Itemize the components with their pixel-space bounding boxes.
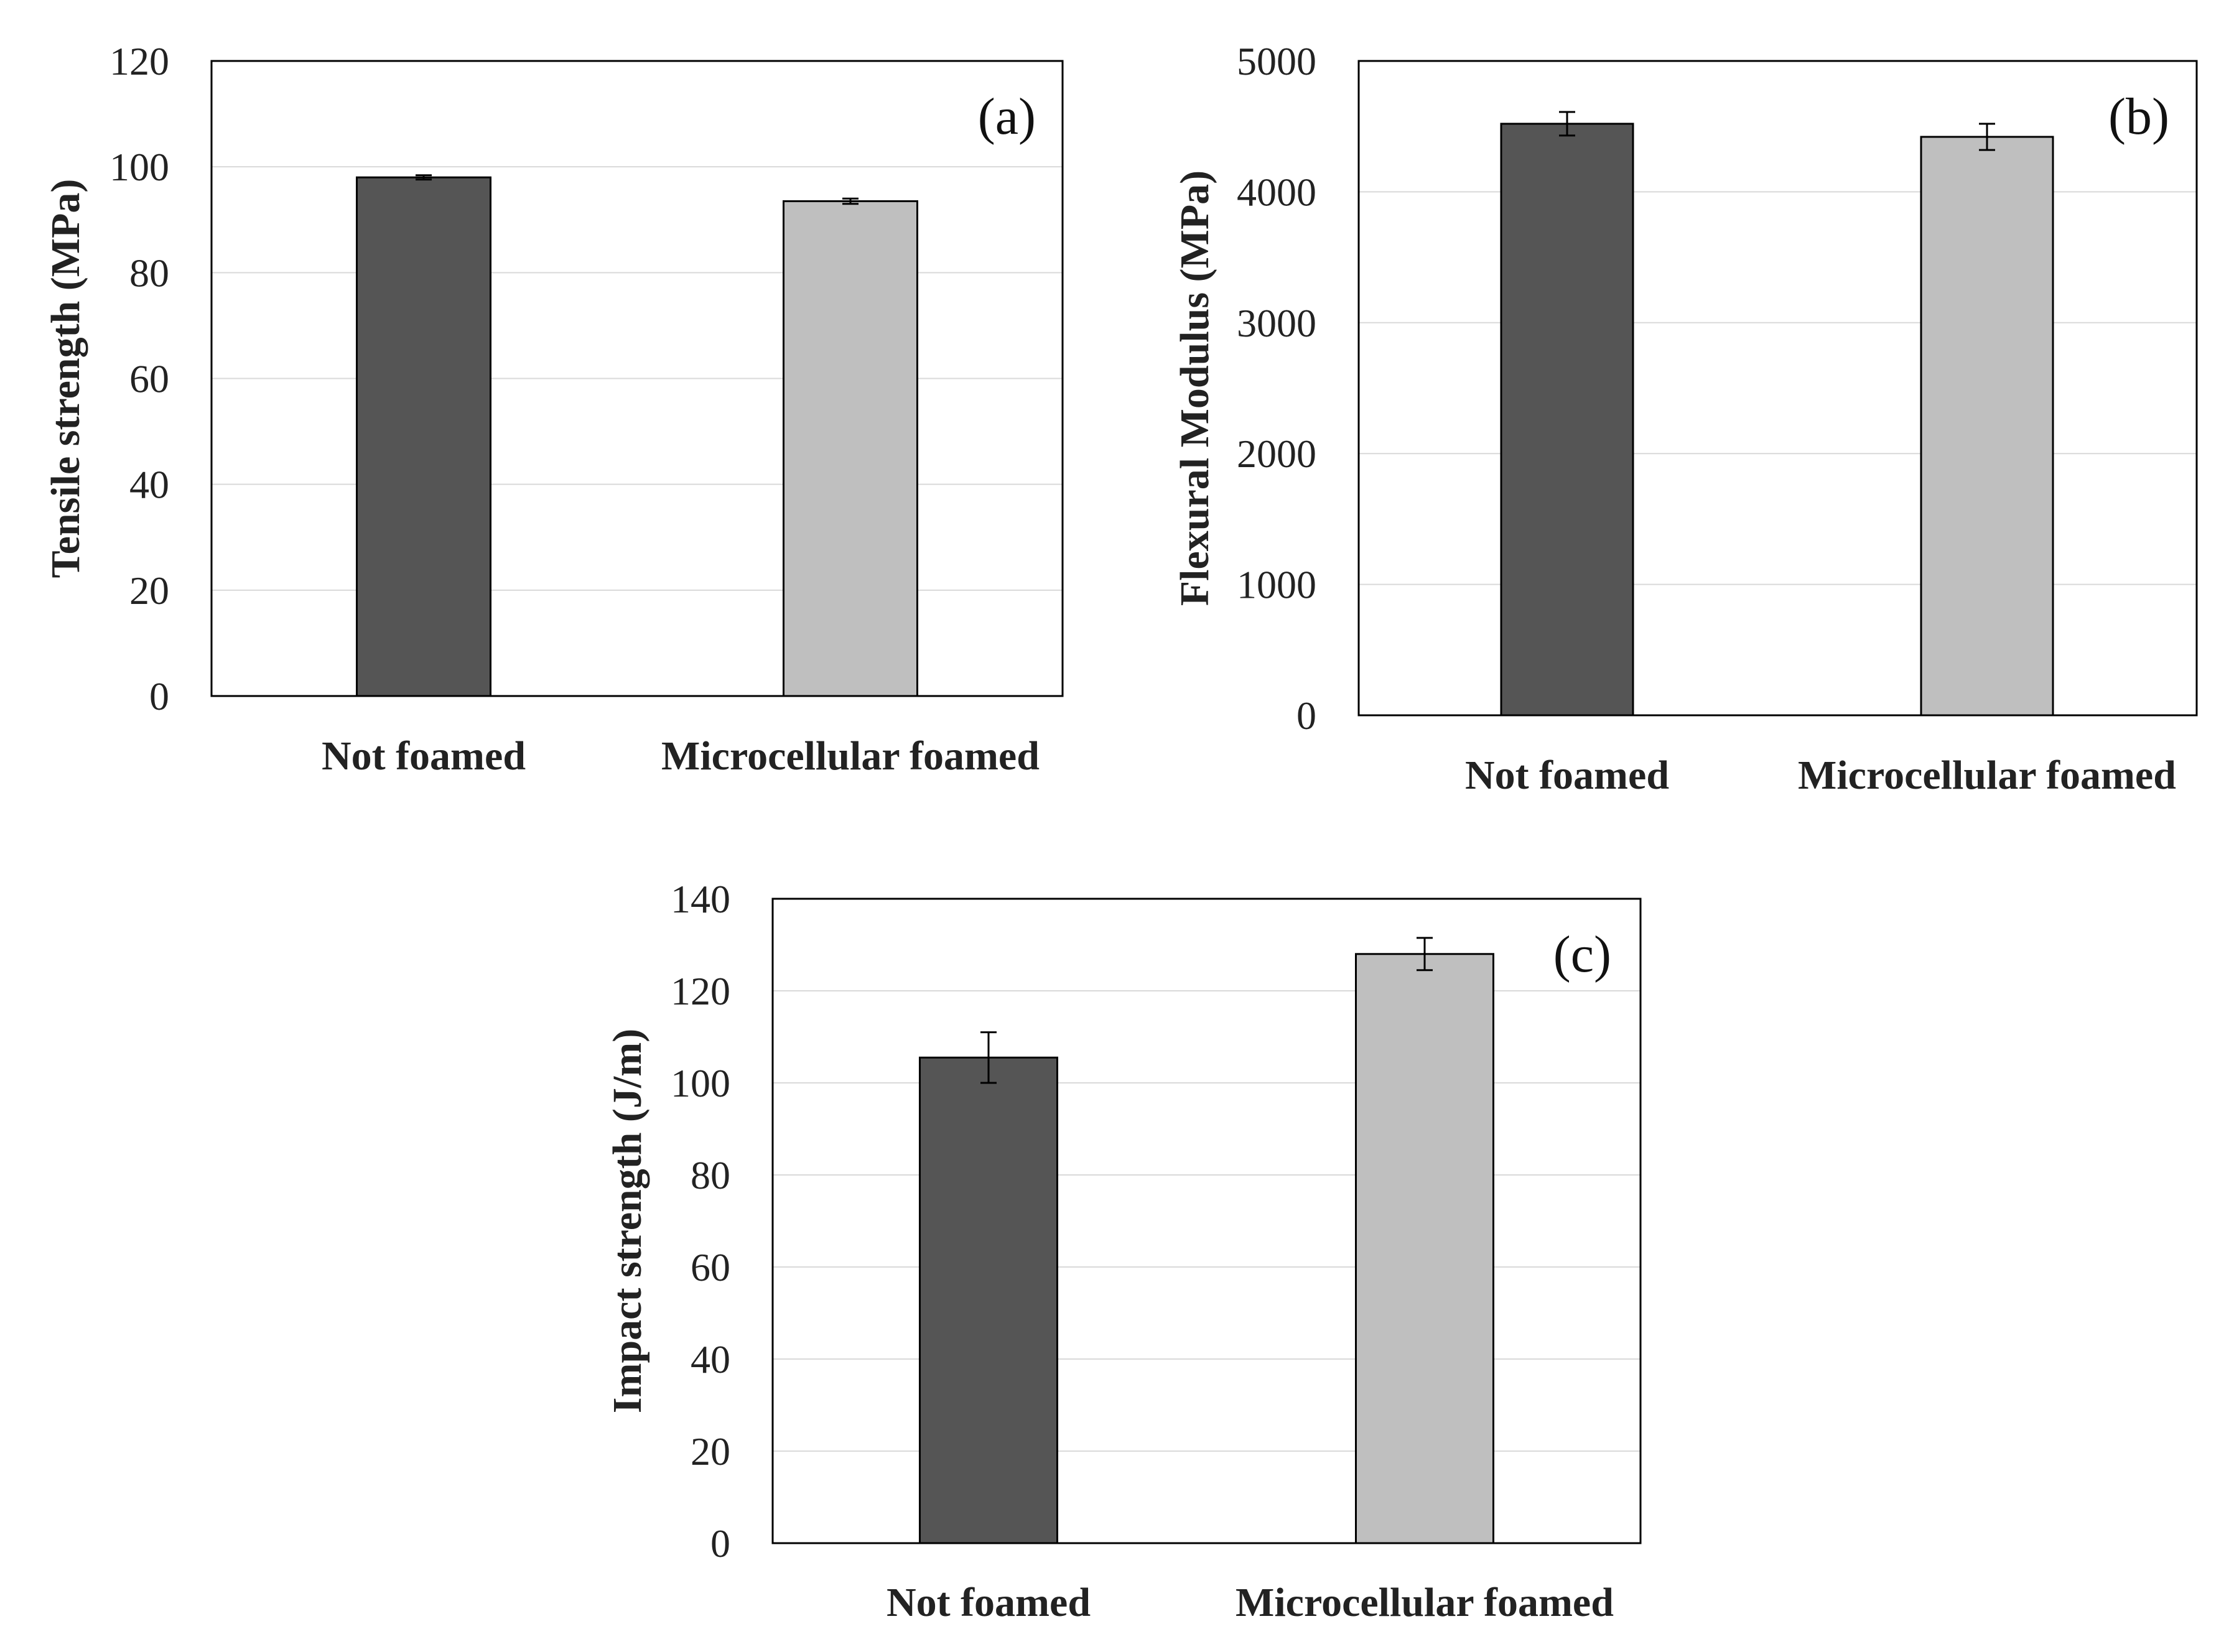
- bar-not-foamed: [1500, 123, 1634, 717]
- bar-not-foamed: [919, 1056, 1058, 1544]
- y-tick-label: 80: [129, 251, 169, 295]
- plot-frame: [210, 60, 1064, 697]
- y-axis-title: Tensile strength (MPa): [43, 179, 88, 578]
- plot-frame: [1357, 60, 2198, 717]
- category-label: Microcellular foamed: [1236, 1580, 1614, 1625]
- y-tick-label: 20: [691, 1429, 730, 1473]
- bar-microcellular-foamed: [1355, 953, 1494, 1544]
- panel-a-tensile-strength: 0 20 40 60 80 100 120 Not foamed Microcellular f…: [43, 39, 1064, 779]
- y-tick-label: 40: [129, 463, 169, 507]
- panel-label: (a): [978, 88, 1036, 146]
- y-tick-label: 5000: [1237, 39, 1316, 83]
- plot-frame: [771, 898, 1642, 1544]
- y-tick-label: 80: [691, 1153, 730, 1197]
- y-tick-label: 0: [1296, 694, 1316, 738]
- panel-label: (c): [1553, 926, 1611, 983]
- y-tick-label: 100: [671, 1061, 730, 1105]
- y-tick-label: 120: [109, 39, 169, 83]
- y-tick-label: 0: [710, 1521, 730, 1566]
- category-label: Not foamed: [887, 1580, 1091, 1625]
- y-axis-title: Flexural Modulus (MPa): [1172, 170, 1217, 606]
- y-tick-label: 4000: [1237, 170, 1316, 214]
- y-tick-label: 60: [691, 1245, 730, 1289]
- category-label: Not foamed: [322, 733, 526, 779]
- y-tick-label: 20: [129, 568, 169, 613]
- y-tick-label: 2000: [1237, 432, 1316, 476]
- category-label: Microcellular foamed: [1798, 753, 2176, 798]
- y-tick-label: 60: [129, 357, 169, 401]
- bar-not-foamed: [356, 176, 491, 697]
- y-tick-label: 140: [671, 877, 730, 921]
- y-tick-label: 100: [109, 145, 169, 189]
- y-tick-label: 40: [691, 1337, 730, 1381]
- panel-c-impact-strength: 0 20 40 60 80 100 120 140 Not foamed Microcellula…: [605, 877, 1642, 1625]
- panel-b-flexural-modulus: 0 1000 2000 3000 4000 5000 Not foamed Microcell…: [1172, 39, 2198, 798]
- bar-microcellular-foamed: [1920, 136, 2054, 717]
- bar-microcellular-foamed: [783, 200, 918, 697]
- category-label: Not foamed: [1465, 753, 1669, 798]
- y-tick-label: 120: [671, 969, 730, 1013]
- y-tick-label: 0: [149, 674, 169, 718]
- panel-label: (b): [2108, 88, 2169, 146]
- y-tick-label: 1000: [1237, 563, 1316, 607]
- y-axis-title: Impact strength (J/m): [605, 1029, 650, 1413]
- y-tick-label: 3000: [1237, 301, 1316, 345]
- category-label: Microcellular foamed: [661, 733, 1040, 779]
